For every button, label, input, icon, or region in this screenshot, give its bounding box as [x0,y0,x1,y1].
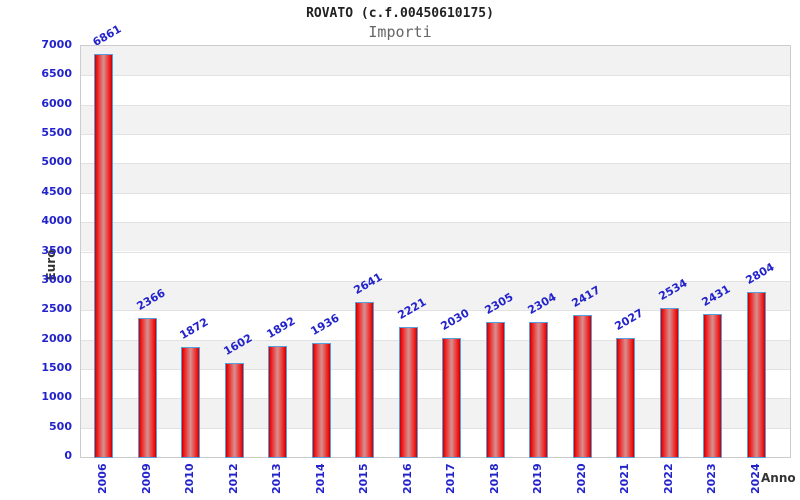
y-tick-label: 1500 [41,360,72,374]
gridline [81,339,790,341]
y-tick-label: 5500 [41,126,72,140]
gridline [81,310,790,312]
y-tick-label: 1000 [41,390,72,404]
x-tick-label: 2010 [183,463,196,494]
gridline [81,280,790,282]
gridline [81,368,790,370]
x-tick-label: 2023 [705,463,718,494]
bar-2021 [616,337,635,458]
y-tick-label: 6000 [41,96,72,110]
y-tick-label: 4500 [41,184,72,198]
bar-2023 [703,314,722,458]
gridline [81,104,790,106]
x-tick-label: 2024 [748,463,762,494]
grid-band [81,251,790,281]
x-tick-label: 2017 [444,463,457,494]
gridline [81,134,790,136]
gridline [81,251,790,253]
x-tick-label: 2009 [139,463,153,494]
x-tick-label: 2019 [531,463,544,494]
grid-band [81,163,790,193]
grid-band [81,192,790,223]
y-tick-label: 4000 [41,214,72,228]
gridline [81,163,790,165]
x-tick-label: 2022 [661,463,675,494]
grid-band [81,46,790,76]
gridline [81,222,790,224]
bar-2012 [224,362,244,458]
x-axis-title: Anno [761,471,796,485]
x-tick-label: 2021 [618,463,631,494]
y-tick-label: 6500 [41,67,72,81]
y-tick-label: 2000 [41,331,72,345]
bar-2013 [268,345,287,458]
bar-2010 [181,347,200,458]
grid-band [81,222,790,252]
bar-2015 [355,301,374,458]
bar-2020 [572,315,592,458]
grid-band [81,75,790,105]
bar-2024 [746,292,766,458]
x-tick-label: 2016 [400,463,414,494]
chart-title: ROVATO (c.f.00450610175) [306,6,494,21]
y-tick-label: 3500 [41,243,72,257]
y-tick-label: 3000 [41,272,72,286]
bar-2018 [485,321,505,458]
gridline [81,192,790,194]
y-tick-label: 0 [64,449,72,462]
y-tick-label: 5000 [41,155,72,169]
grid-band [81,134,790,164]
grid-band [81,104,790,135]
x-tick-label: 2006 [96,463,109,494]
bar-2017 [442,337,461,458]
x-tick-label: 2014 [313,463,327,494]
bar-2009 [137,318,157,458]
y-tick-label: 2500 [41,302,72,316]
chart-subtitle: Importi [368,23,432,41]
grid-band [81,280,790,311]
x-tick-label: 2020 [574,463,588,494]
x-tick-label: 2013 [270,463,283,494]
bar-2014 [311,343,331,458]
y-tick-label: 500 [49,419,72,433]
y-tick-label: 7000 [41,38,72,51]
gridline [81,427,790,429]
plot-area [80,45,791,458]
bar-2016 [398,326,418,458]
x-tick-label: 2012 [226,463,240,494]
gridline [81,75,790,77]
x-tick-label: 2018 [487,463,501,494]
bar-2019 [529,321,548,458]
bar-2006 [94,54,113,458]
bar-2022 [659,308,679,458]
x-tick-label: 2015 [357,463,370,494]
gridline [81,398,790,400]
